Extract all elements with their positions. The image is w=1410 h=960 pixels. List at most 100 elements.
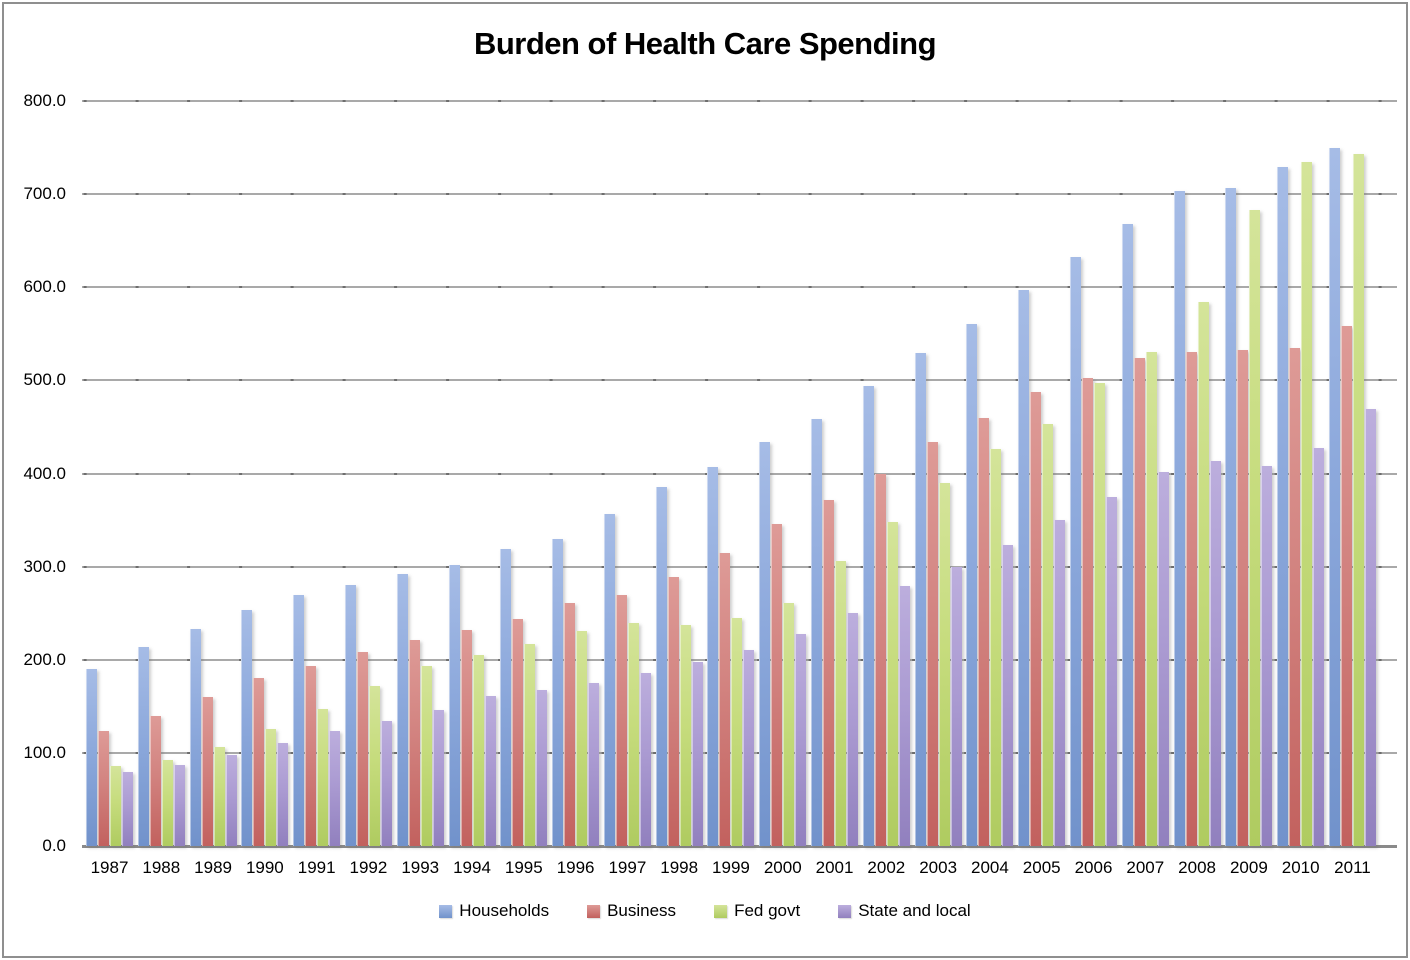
bar-fed-govt-2010 [1301, 162, 1313, 846]
bar-fed-govt-2007 [1145, 352, 1157, 846]
bar-business-1994 [460, 629, 472, 846]
bar-business-1995 [512, 618, 524, 846]
x-axis-label-1991: 1991 [297, 858, 336, 877]
bar-business-1991 [305, 666, 317, 846]
bar-business-1999 [719, 552, 731, 846]
x-axis-label-2005: 2005 [1022, 858, 1061, 877]
x-axis-label-1990: 1990 [245, 858, 284, 877]
bar-business-2011 [1340, 326, 1352, 846]
bar-households-1998 [655, 487, 667, 846]
bar-households-2005 [1018, 290, 1030, 846]
bar-fed-govt-2011 [1352, 154, 1364, 846]
x-axis-label-1988: 1988 [142, 858, 181, 877]
bar-business-1987 [98, 731, 109, 846]
bar-state-and-local-2006 [1106, 496, 1117, 846]
bar-state-and-local-1990 [277, 742, 289, 846]
bar-fed-govt-2003 [938, 482, 950, 846]
bar-business-2008 [1185, 352, 1197, 846]
bar-business-1990 [253, 678, 265, 846]
bar-households-1988 [137, 646, 149, 846]
bar-fed-govt-1989 [213, 747, 225, 846]
gridline-800 [82, 100, 1397, 102]
bar-fed-govt-2002 [886, 521, 898, 846]
bar-state-and-local-1998 [691, 661, 703, 846]
bar-fed-govt-2005 [1042, 424, 1054, 846]
bar-households-2011 [1328, 148, 1340, 846]
bar-households-2007 [1121, 223, 1133, 846]
y-axis-tick-label: 0.0 [42, 836, 66, 855]
bar-business-2003 [926, 441, 938, 846]
bar-state-and-local-1997 [639, 672, 651, 846]
bar-state-and-local-1992 [380, 721, 392, 846]
bar-business-2002 [874, 473, 886, 846]
y-axis-tick-label: 100.0 [23, 742, 66, 762]
bar-fed-govt-1987 [110, 765, 121, 846]
bar-state-and-local-2001 [847, 613, 859, 846]
legend-swatch-icon [587, 904, 601, 918]
x-axis-label-2002: 2002 [867, 858, 906, 877]
x-axis-label-2010: 2010 [1281, 858, 1320, 877]
bar-households-2009 [1225, 187, 1237, 846]
gridline-500 [82, 379, 1397, 382]
x-axis-label-1996: 1996 [556, 858, 595, 877]
bar-fed-govt-2004 [990, 449, 1002, 846]
bar-fed-govt-1995 [524, 643, 536, 846]
legend-swatch-icon [714, 904, 728, 918]
x-axis-label-2001: 2001 [815, 858, 854, 877]
bar-households-2001 [811, 419, 823, 846]
bar-households-1992 [344, 585, 356, 846]
bar-households-2002 [862, 385, 874, 846]
legend-swatch-icon [838, 904, 852, 918]
bar-business-1988 [149, 715, 161, 846]
bar-business-2006 [1082, 377, 1093, 846]
y-axis-tick-label: 500.0 [23, 370, 66, 390]
x-axis-label-1993: 1993 [401, 858, 440, 877]
x-axis-label-1999: 1999 [712, 858, 750, 877]
legend-item-fed-govt: Fed govt [714, 901, 800, 921]
x-axis-label-2009: 2009 [1229, 858, 1268, 877]
legend-label: Fed govt [734, 901, 801, 920]
chart-title: Burden of Health Care Spending [473, 26, 937, 61]
legend-label: Business [607, 901, 677, 920]
legend-item-state-and-local: State and local [838, 901, 971, 921]
bar-business-2009 [1237, 349, 1249, 846]
x-axis-label-1994: 1994 [453, 858, 491, 877]
bar-households-1987 [86, 669, 97, 846]
x-axis-label-2003: 2003 [919, 858, 958, 877]
bar-state-and-local-1999 [743, 649, 755, 846]
bar-fed-govt-1992 [368, 685, 380, 846]
bar-state-and-local-2008 [1209, 461, 1221, 846]
gridline-700 [82, 193, 1397, 196]
bar-households-2008 [1173, 191, 1185, 846]
legend-swatch-icon [439, 904, 453, 918]
bar-state-and-local-1987 [122, 772, 133, 846]
x-axis-label-2004: 2004 [971, 858, 1009, 877]
bar-fed-govt-1988 [161, 760, 173, 846]
x-axis-label-1987: 1987 [90, 858, 129, 877]
bar-fed-govt-1993 [420, 666, 432, 846]
y-axis-tick-label: 800.0 [23, 91, 66, 110]
bar-state-and-local-2005 [1054, 520, 1066, 846]
legend: Households Business Fed govt State and loca… [0, 901, 1410, 921]
x-axis-label-2008: 2008 [1178, 858, 1216, 877]
bar-fed-govt-2006 [1094, 383, 1105, 846]
bar-households-2003 [914, 353, 926, 846]
gridline-300 [82, 565, 1397, 568]
bar-households-1991 [293, 595, 305, 846]
bar-fed-govt-1997 [627, 623, 639, 846]
bar-households-1990 [241, 610, 253, 846]
legend-item-households: Households [439, 901, 549, 921]
bar-state-and-local-1988 [173, 764, 185, 846]
bar-households-2000 [759, 441, 771, 846]
bar-state-and-local-2004 [1002, 545, 1014, 846]
bar-state-and-local-1994 [484, 696, 496, 846]
legend-label: Households [459, 901, 550, 920]
bar-households-2004 [966, 323, 978, 846]
y-axis-tick-label: 200.0 [23, 649, 66, 669]
bar-business-2010 [1289, 347, 1301, 846]
bar-state-and-local-1996 [588, 683, 600, 846]
bar-business-2004 [978, 417, 990, 846]
bar-fed-govt-1998 [679, 625, 691, 846]
